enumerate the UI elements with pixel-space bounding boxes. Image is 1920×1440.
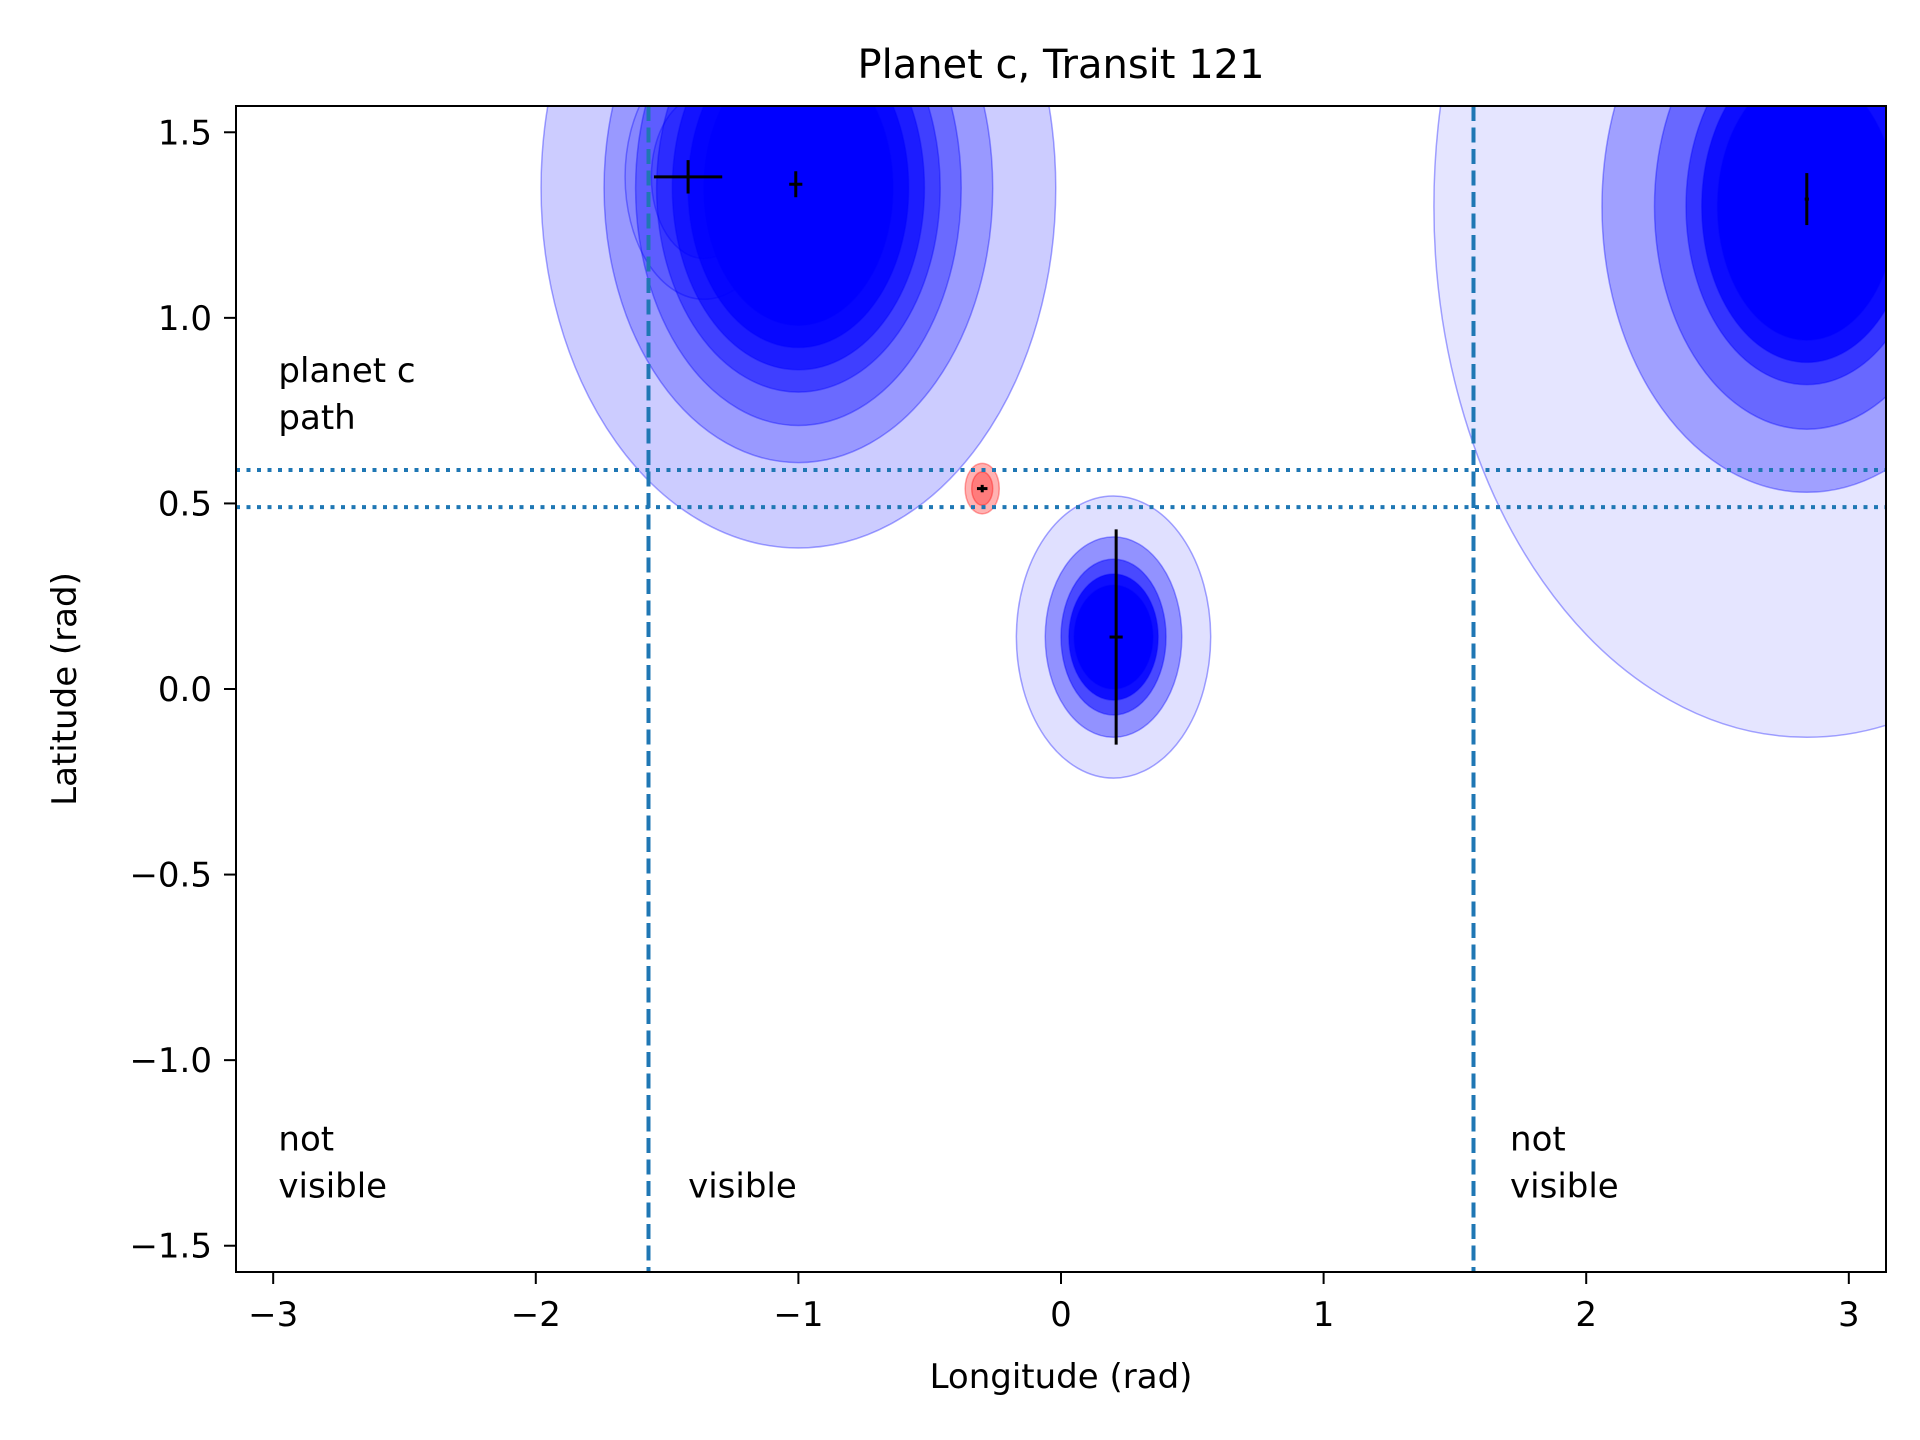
annotation-not-visible-right: visible xyxy=(1510,1166,1619,1206)
spot-1b-contour-2 xyxy=(650,106,758,260)
plot-area xyxy=(236,106,1886,1272)
annotation-not-visible-left: not xyxy=(278,1119,334,1159)
distribution-spot-3 xyxy=(1433,106,1886,738)
spot-1-contour-7 xyxy=(703,106,894,326)
x-tick-label: 3 xyxy=(1838,1295,1860,1335)
x-tick-label: 1 xyxy=(1313,1295,1335,1335)
x-axis-label: Longitude (rad) xyxy=(930,1357,1193,1397)
data-point-4 xyxy=(1804,173,1809,226)
annotation-not-visible-left: visible xyxy=(278,1166,387,1206)
y-tick-label: 0.0 xyxy=(158,670,212,710)
annotation-visible: visible xyxy=(688,1166,797,1206)
y-tick-label: −0.5 xyxy=(129,856,212,896)
y-axis-label: Latitude (rad) xyxy=(45,572,85,806)
chart-title: Planet c, Transit 121 xyxy=(857,42,1264,88)
y-tick-label: −1.5 xyxy=(129,1227,212,1267)
annotation-planet-c-path: path xyxy=(278,398,355,438)
y-tick-label: −1.0 xyxy=(129,1041,212,1081)
annotation-not-visible-right: not xyxy=(1510,1119,1566,1159)
x-tick-label: −2 xyxy=(511,1295,561,1335)
x-tick-label: −1 xyxy=(773,1295,823,1335)
data-point-2 xyxy=(789,171,803,198)
y-tick-label: 0.5 xyxy=(158,484,212,524)
y-tick-label: 1.5 xyxy=(158,113,212,153)
distribution-spot-1b xyxy=(624,106,784,301)
distribution-spot-1 xyxy=(540,106,1057,549)
spot-3-contour-6 xyxy=(1716,106,1886,341)
annotation-planet-c-path: planet c xyxy=(278,351,415,391)
x-tick-label: −3 xyxy=(248,1295,298,1335)
y-tick-label: 1.0 xyxy=(158,299,212,339)
spot-1b-contour-1 xyxy=(624,106,784,301)
axes: −3 −2 −1 0 1 2 3 −1.5 −1.0 −0.5 0.0 0.5 1.0 1.5 planet… xyxy=(129,113,1859,1335)
data-point-planet xyxy=(976,484,988,493)
x-tick-label: 0 xyxy=(1050,1295,1072,1335)
data-point-1 xyxy=(653,160,723,194)
x-tick-label: 2 xyxy=(1575,1295,1597,1335)
data-point-3 xyxy=(1109,529,1123,745)
